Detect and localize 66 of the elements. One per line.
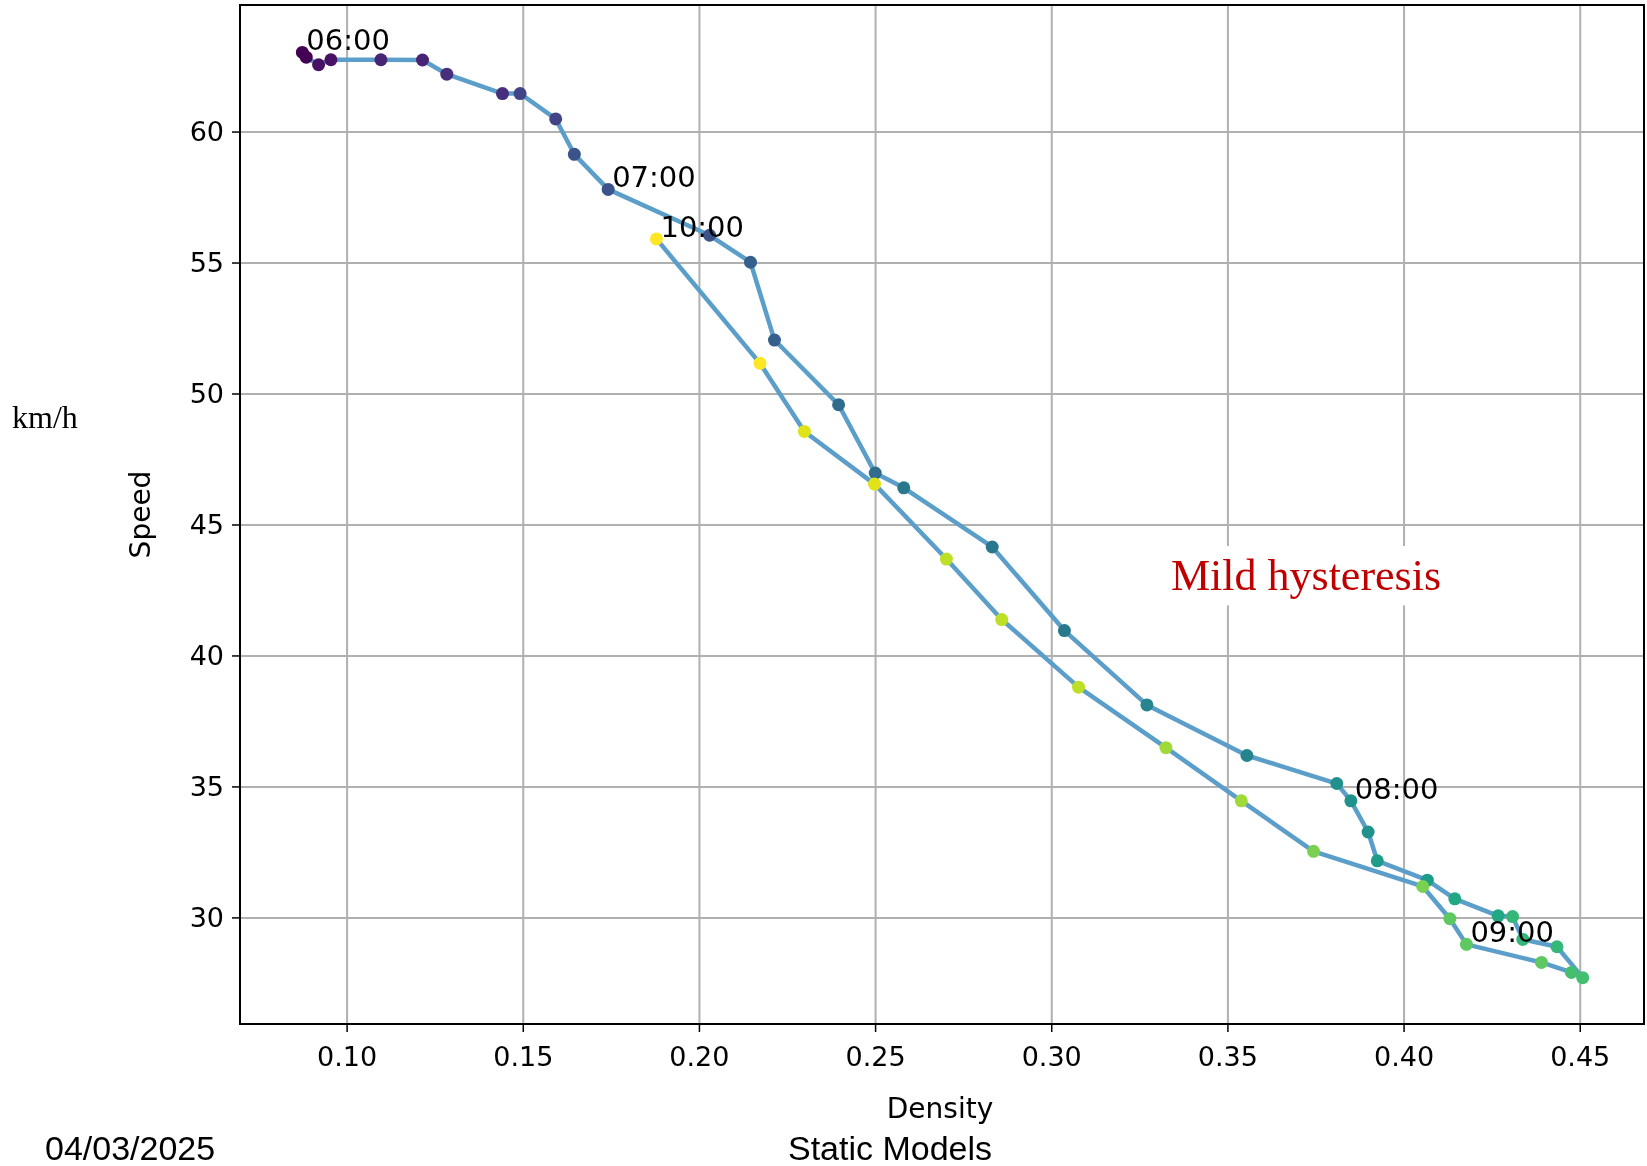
point <box>1307 844 1321 858</box>
x-tick-label: 0.20 <box>669 1041 730 1072</box>
x-tick-label: 0.10 <box>317 1041 378 1072</box>
point <box>1534 955 1548 969</box>
x-tick-label: 0.25 <box>845 1041 906 1072</box>
y-tick-label: 55 <box>189 247 224 279</box>
point <box>299 50 313 64</box>
y-tick-label: 40 <box>189 640 224 672</box>
point <box>1057 624 1071 638</box>
point <box>495 87 509 101</box>
x-tick-label: 0.45 <box>1550 1041 1611 1072</box>
point <box>832 398 846 412</box>
point <box>324 53 338 67</box>
x-tick-label: 0.35 <box>1197 1041 1258 1072</box>
point <box>416 53 429 67</box>
point <box>1234 794 1248 808</box>
point <box>1159 741 1173 755</box>
point <box>1240 749 1254 762</box>
annotation: Mild hysteresis <box>1170 551 1442 600</box>
text: 04/03/2025 <box>45 1129 216 1166</box>
y-tick-label: 30 <box>189 902 224 934</box>
point <box>1550 940 1564 954</box>
point <box>1140 698 1154 712</box>
point <box>939 552 953 566</box>
point <box>440 67 454 81</box>
point <box>753 356 767 370</box>
point <box>868 477 882 491</box>
point <box>567 147 581 161</box>
x-tick-label: 0.15 <box>493 1041 554 1072</box>
x-tick-label: 0.30 <box>1021 1041 1082 1072</box>
x-tick-label: 0.40 <box>1374 1041 1435 1072</box>
point <box>1072 680 1086 694</box>
point <box>549 112 563 126</box>
y-tick-label: 50 <box>189 378 224 410</box>
text: Static Models <box>787 1129 993 1166</box>
point <box>1370 854 1384 868</box>
point <box>1361 825 1375 839</box>
point <box>374 53 388 67</box>
point <box>995 613 1009 627</box>
point <box>1330 777 1344 791</box>
point <box>1416 879 1430 893</box>
point <box>1448 892 1462 906</box>
point <box>1443 912 1457 926</box>
text: km/h <box>12 399 78 435</box>
point <box>601 182 615 196</box>
point <box>312 58 326 72</box>
point <box>1459 937 1473 951</box>
point <box>985 540 999 554</box>
point <box>868 466 882 480</box>
annotation: 06:00 <box>306 23 390 58</box>
y-tick-label: 35 <box>189 771 224 803</box>
y-axis-title: Speed <box>124 470 157 559</box>
annotation: 07:00 <box>612 160 696 195</box>
point <box>1564 965 1578 979</box>
y-tick-label: 45 <box>189 509 224 541</box>
point <box>513 87 527 101</box>
point <box>1344 794 1358 808</box>
point <box>649 232 663 246</box>
point <box>1576 971 1590 985</box>
point <box>744 255 758 269</box>
point <box>767 333 781 347</box>
annotation: 08:00 <box>1354 771 1439 806</box>
point <box>897 481 911 495</box>
point <box>797 424 811 438</box>
y-tick-label: 60 <box>189 116 224 148</box>
x-axis-title: Density <box>886 1092 994 1125</box>
